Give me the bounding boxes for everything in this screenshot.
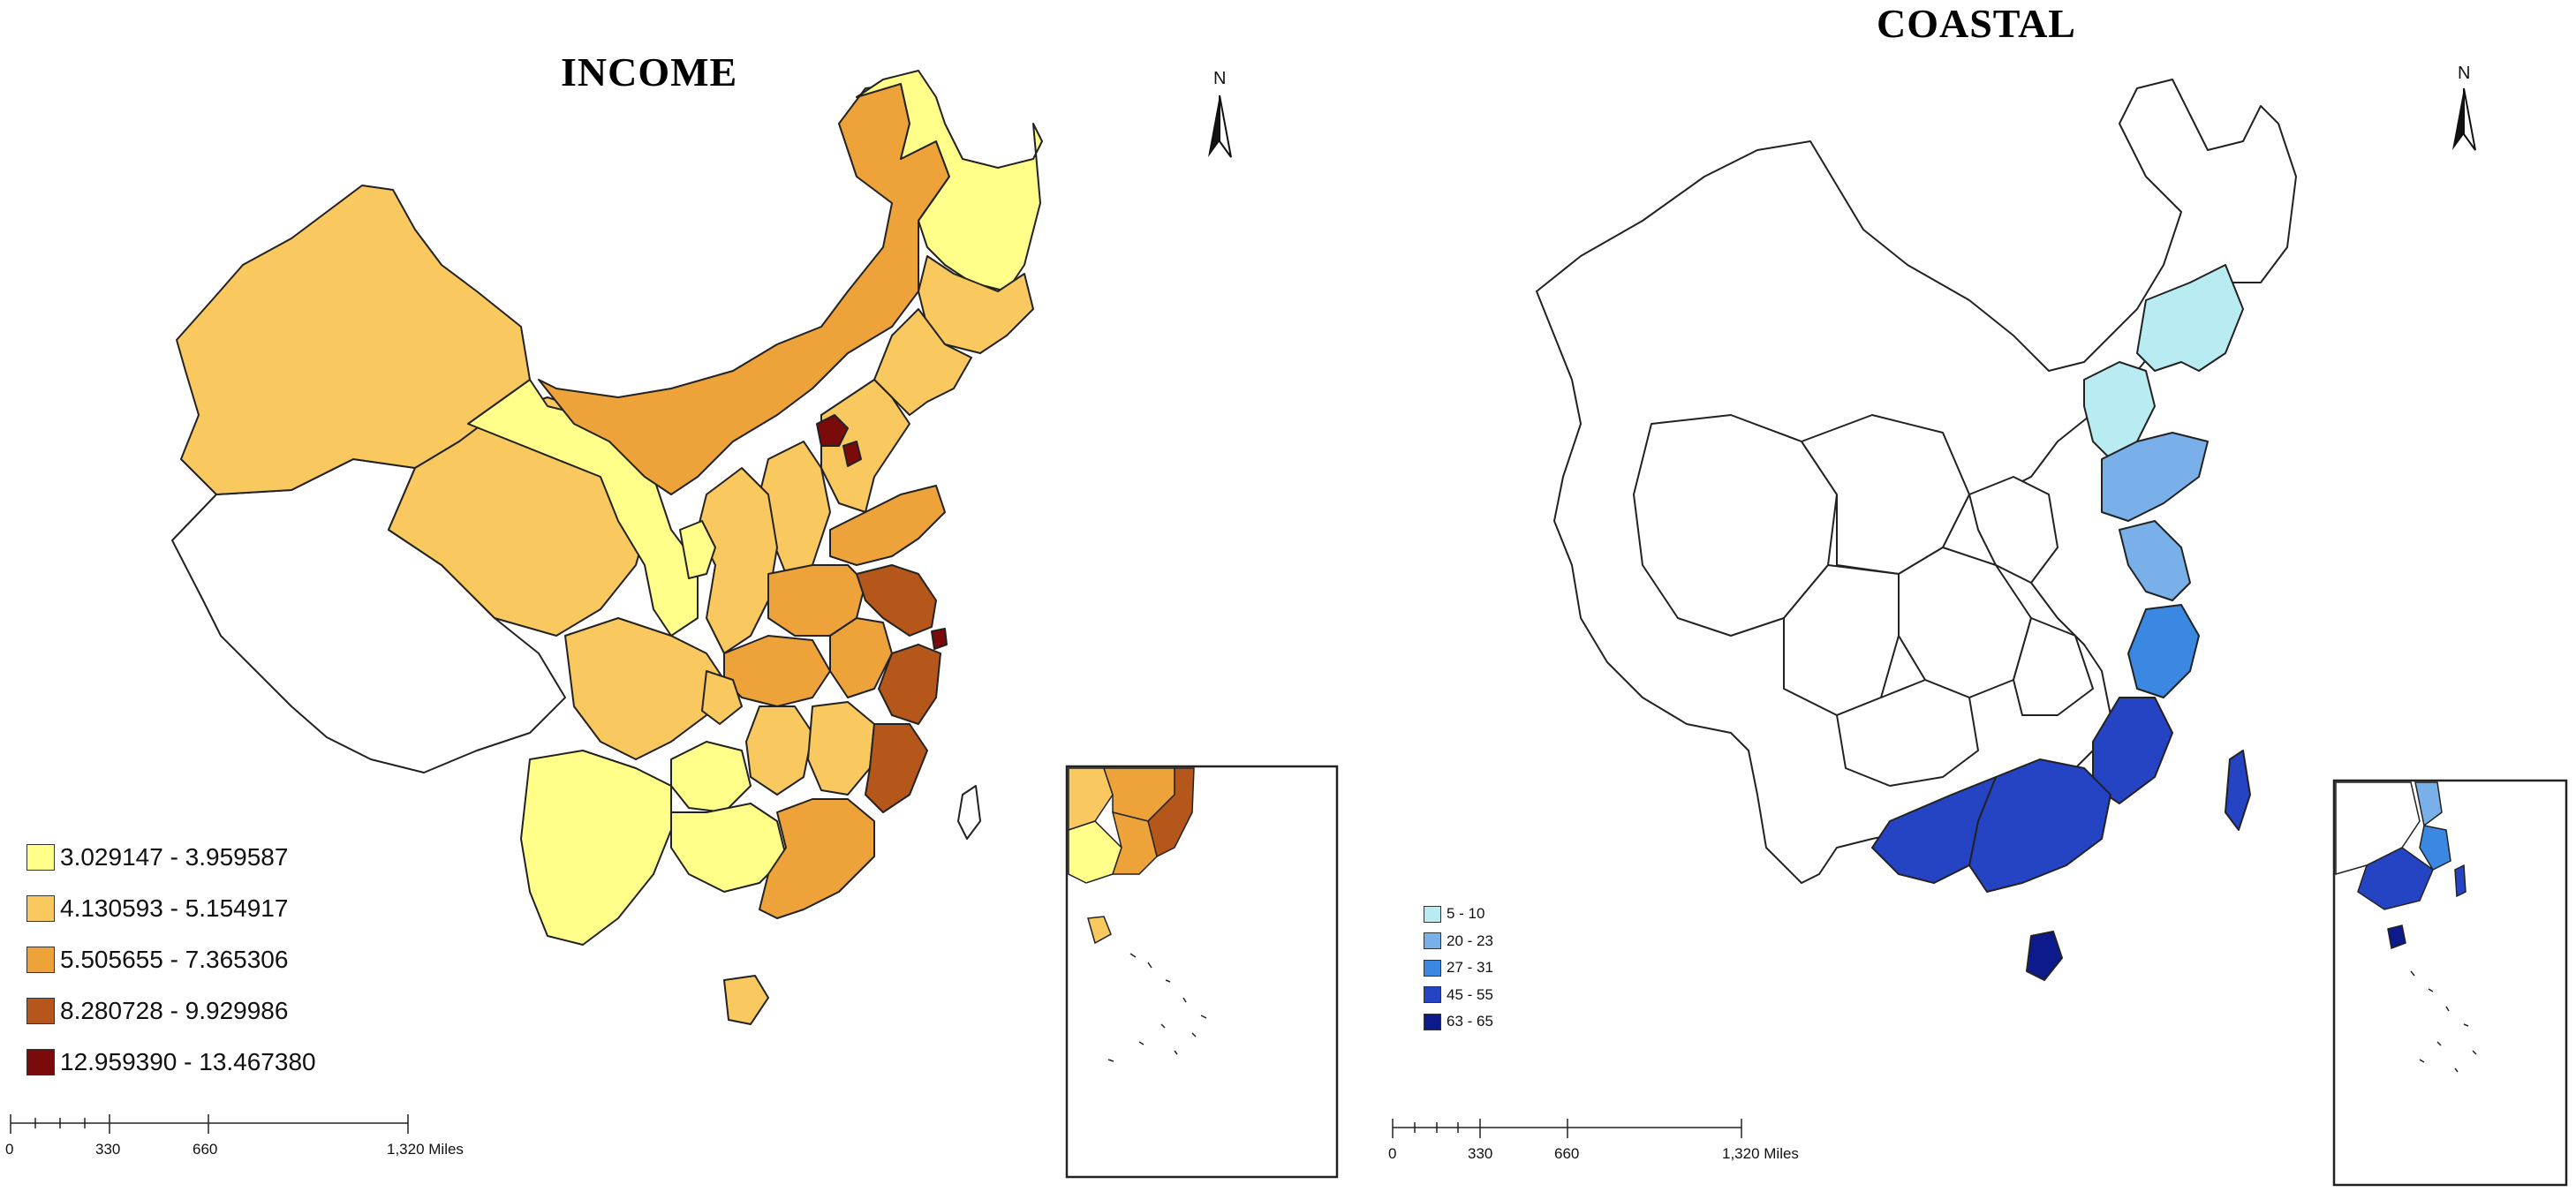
region-hainan	[723, 975, 769, 1025]
legend-swatch	[26, 1049, 55, 1075]
region-heilongjiang	[856, 70, 1043, 292]
income-inset-frame	[1065, 765, 1339, 1179]
income-legend-item: 12.959390 - 13.467380	[26, 1037, 316, 1088]
legend-label: 20 - 23	[1447, 932, 1493, 949]
region-jiangsu	[856, 564, 937, 637]
coastal-map-title: COASTAL	[1877, 1, 2076, 46]
coastal-legend: 5 - 10 20 - 23 27 - 31 45 - 55 63 - 65	[1424, 901, 1493, 1036]
legend-swatch	[26, 947, 55, 973]
region-jiangsu	[2119, 520, 2191, 601]
income-legend-item: 5.505655 - 7.365306	[26, 934, 316, 985]
legend-label: 4.130593 - 5.154917	[60, 894, 289, 922]
income-north-label: N	[1213, 69, 1227, 88]
region-taiwan	[957, 785, 981, 840]
legend-swatch	[1424, 1013, 1441, 1030]
coastal-legend-item: 5 - 10	[1424, 901, 1493, 928]
legend-swatch	[1424, 905, 1441, 923]
legend-swatch	[1424, 959, 1441, 977]
income-legend-item: 3.029147 - 3.959587	[26, 832, 316, 883]
region-hebei	[820, 379, 910, 513]
legend-label: 8.280728 - 9.929986	[60, 997, 289, 1024]
coastal-north-label: N	[2458, 64, 2471, 83]
north-arrow-icon	[2452, 87, 2476, 151]
coastal-inset-map	[2335, 781, 2466, 950]
region-xinjiang	[176, 185, 531, 495]
region-beijing	[816, 414, 849, 447]
region-shanghai-zhejiang	[2127, 604, 2200, 698]
region-hainan	[2026, 931, 2063, 981]
region-taiwan	[2225, 750, 2251, 831]
region-fujian	[2092, 697, 2173, 804]
coastal-legend-item: 27 - 31	[1424, 954, 1493, 982]
region-hunan	[745, 705, 813, 796]
coastal-inset-islands	[2410, 970, 2477, 1073]
region-shanghai	[931, 628, 948, 650]
region-zhejiang	[878, 644, 941, 725]
legend-label: 12.959390 - 13.467380	[60, 1048, 316, 1075]
legend-label: 5.505655 - 7.365306	[60, 946, 289, 973]
coastal-scale-bar	[1392, 1119, 1742, 1138]
legend-swatch	[26, 844, 55, 871]
region-guangdong	[759, 798, 875, 919]
coastal-legend-item: 63 - 65	[1424, 1008, 1493, 1036]
region-shandong	[2101, 432, 2209, 522]
legend-swatch	[26, 895, 55, 922]
coastal-legend-item: 45 - 55	[1424, 982, 1493, 1009]
region-guizhou	[670, 741, 752, 813]
coastal-scale-tick-label: 0	[1388, 1145, 1397, 1162]
region-anhui	[829, 617, 893, 698]
legend-label: 3.029147 - 3.959587	[60, 843, 289, 871]
legend-label: 63 - 65	[1447, 1013, 1493, 1030]
income-scale-tick-label: 660	[193, 1141, 218, 1158]
coastal-legend-item: 20 - 23	[1424, 928, 1493, 955]
coastal-scale-tick-label: 330	[1468, 1145, 1493, 1162]
region-yunnan	[520, 750, 672, 946]
region-tianjin	[842, 441, 862, 467]
income-inset-map	[1068, 767, 1195, 945]
region-shandong	[829, 485, 946, 566]
legend-label: 27 - 31	[1447, 959, 1493, 977]
region-ningxia	[679, 520, 716, 579]
legend-label: 5 - 10	[1447, 905, 1485, 923]
income-inset-islands	[1107, 953, 1207, 1062]
legend-label: 45 - 55	[1447, 985, 1493, 1003]
income-map-title: INCOME	[561, 49, 738, 94]
region-sichuan	[564, 617, 725, 760]
income-legend: 3.029147 - 3.959587 4.130593 - 5.154917 …	[26, 832, 316, 1088]
income-scale-tick-label: 0	[5, 1141, 14, 1158]
income-legend-item: 4.130593 - 5.154917	[26, 883, 316, 934]
north-arrow-icon	[1208, 94, 1232, 158]
income-legend-item: 8.280728 - 9.929986	[26, 985, 316, 1037]
legend-swatch	[26, 998, 55, 1024]
region-jiangxi	[807, 701, 875, 796]
coastal-scale-tick-label: 1,320 Miles	[1722, 1145, 1799, 1162]
income-scale-tick-label: 330	[95, 1141, 121, 1158]
region-liaoning-jilin-heilongjiang	[2136, 264, 2244, 372]
region-chongqing	[701, 670, 743, 725]
region-fujian	[865, 723, 928, 813]
coastal-scale-tick-label: 660	[1554, 1145, 1580, 1162]
income-scale-tick-label: 1,320 Miles	[387, 1141, 464, 1158]
region-guangxi	[1871, 776, 1997, 884]
legend-swatch	[1424, 986, 1441, 1004]
income-scale-bar	[10, 1114, 409, 1134]
legend-swatch	[1424, 932, 1441, 950]
